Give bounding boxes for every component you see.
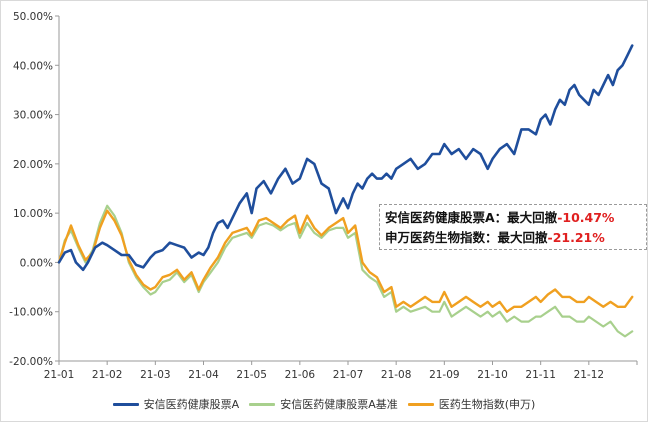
x-tick-label: 21-01	[44, 369, 75, 381]
legend-label-benchmark: 安信医药健康股票A基准	[280, 398, 398, 411]
series-line-index	[57, 209, 634, 313]
x-tick-label: 21-04	[188, 369, 219, 381]
max-drawdown-annotation: 安信医药健康股票A：最大回撤-10.47% 申万医药生物指数：最大回撤-21.2…	[379, 204, 647, 250]
legend-swatch-fund	[112, 402, 139, 406]
y-tick-label: 10.00%	[13, 208, 53, 220]
y-tick-label: 20.00%	[13, 159, 53, 171]
y-tick-label: 0.00%	[20, 257, 53, 269]
x-tick-label: 21-08	[381, 369, 412, 381]
annotation-index-value: -21.21%	[547, 230, 605, 245]
y-tick-label: -20.00%	[9, 356, 53, 368]
x-tick-label: 21-06	[285, 369, 316, 381]
y-tick-label: 50.00%	[13, 11, 53, 23]
series-lines	[57, 44, 634, 338]
x-tick-label: 21-03	[140, 369, 171, 381]
x-tick-label: 21-12	[574, 369, 605, 381]
x-tick-label: 21-02	[92, 369, 123, 381]
legend-item-fund: 安信医药健康股票A	[112, 396, 240, 412]
legend-label-fund: 安信医药健康股票A	[143, 398, 240, 411]
y-axis-ticks: -20.00% -10.00% 0.00% 10.00% 20.00% 30.00% 40.…	[9, 11, 59, 368]
legend-item-index: 医药生物指数(申万)	[407, 396, 536, 412]
legend-item-benchmark: 安信医药健康股票A基准	[249, 396, 398, 412]
legend-swatch-benchmark	[249, 402, 276, 406]
x-tick-label: 21-10	[477, 369, 508, 381]
x-axis-ticks: 21-01 21-02 21-03 21-04 21-05 21-06 21-07 21-08…	[44, 361, 638, 381]
y-tick-label: 30.00%	[13, 110, 53, 122]
annotation-line-index: 申万医药生物指数：最大回撤-21.21%	[385, 228, 646, 248]
x-tick-label: 21-05	[236, 369, 267, 381]
legend-label-index: 医药生物指数(申万)	[438, 398, 536, 411]
series-line-benchmark	[57, 204, 634, 338]
y-tick-label: 40.00%	[13, 60, 53, 72]
series-line-fund	[57, 44, 634, 272]
legend-swatch-index	[407, 402, 434, 406]
annotation-fund-label: 安信医药健康股票A：最大回撤	[385, 210, 558, 225]
annotation-fund-value: -10.47%	[557, 210, 615, 225]
annotation-index-label: 申万医药生物指数：最大回撤	[385, 230, 548, 245]
x-tick-label: 21-07	[333, 369, 364, 381]
y-tick-label: -10.00%	[9, 307, 53, 319]
chart-legend: 安信医药健康股票A 安信医药健康股票A基准 医药生物指数(申万)	[1, 395, 647, 413]
x-tick-label: 21-09	[429, 369, 460, 381]
annotation-line-fund: 安信医药健康股票A：最大回撤-10.47%	[385, 208, 646, 228]
x-tick-label: 21-11	[525, 369, 556, 381]
